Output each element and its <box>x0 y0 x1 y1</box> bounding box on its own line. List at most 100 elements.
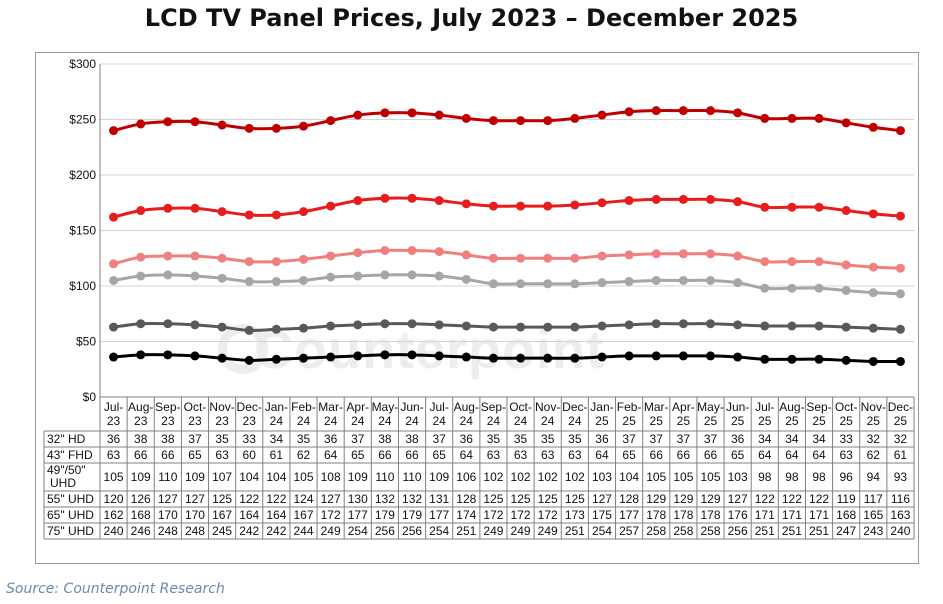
data-point <box>380 108 390 118</box>
data-point <box>299 207 308 217</box>
data-label: 62 <box>867 448 881 462</box>
data-point <box>814 283 824 293</box>
data-point <box>109 212 119 222</box>
data-label: 35 <box>487 432 501 446</box>
series-line <box>113 108 901 133</box>
data-label: 258 <box>700 524 720 538</box>
data-point <box>760 354 770 364</box>
data-label: 249 <box>321 524 341 538</box>
data-point <box>299 121 308 131</box>
source-caption: Source: Counterpoint Research <box>6 581 225 597</box>
x-tick-label-year: 23 <box>161 414 175 428</box>
data-point <box>895 211 905 221</box>
data-label: 127 <box>728 492 748 506</box>
x-tick-label-month: Nov- <box>861 400 886 414</box>
data-point <box>217 273 227 283</box>
data-label: 163 <box>890 508 910 522</box>
x-tick-label-year: 24 <box>270 414 284 428</box>
data-label: 63 <box>107 448 121 462</box>
data-point <box>868 122 878 132</box>
data-label: 165 <box>863 508 883 522</box>
data-point <box>190 251 200 261</box>
x-tick-label-month: Aug- <box>128 400 153 414</box>
data-label: 125 <box>511 492 531 506</box>
data-label: 256 <box>728 524 748 538</box>
y-tick-label: $150 <box>69 224 96 238</box>
data-label: 66 <box>677 448 691 462</box>
legend-entry: 43" FHD <box>47 448 93 462</box>
data-point <box>597 198 607 208</box>
data-label: 178 <box>673 508 693 522</box>
data-point <box>678 106 688 116</box>
data-label: 37 <box>704 432 718 446</box>
data-label: 177 <box>348 508 368 522</box>
data-point <box>217 207 227 217</box>
data-label: 102 <box>483 470 503 484</box>
data-label: 245 <box>212 524 232 538</box>
data-point <box>841 355 851 365</box>
data-point <box>760 202 770 212</box>
data-label: 249 <box>483 524 503 538</box>
data-label: 242 <box>239 524 259 538</box>
data-label: 65 <box>188 448 202 462</box>
x-tick-label-year: 25 <box>894 414 908 428</box>
data-label: 64 <box>324 448 338 462</box>
data-point <box>760 321 770 331</box>
data-label: 104 <box>239 470 259 484</box>
data-point <box>570 253 580 263</box>
data-point <box>163 203 173 213</box>
data-label: 35 <box>215 432 229 446</box>
legend-entry: 55" UHD <box>47 492 94 506</box>
data-point <box>516 253 526 263</box>
data-point <box>543 116 553 126</box>
x-tick-label-month: Jan- <box>590 400 613 414</box>
x-tick-label-year: 25 <box>812 414 826 428</box>
data-point <box>136 252 146 262</box>
x-tick-label-month: Sep- <box>155 400 180 414</box>
data-label: 132 <box>402 492 422 506</box>
data-label: 256 <box>402 524 422 538</box>
data-label: 61 <box>894 448 908 462</box>
data-label: 127 <box>321 492 341 506</box>
data-label: 179 <box>402 508 422 522</box>
x-tick-label-year: 24 <box>351 414 365 428</box>
data-point <box>733 352 743 362</box>
data-point <box>597 321 607 331</box>
data-point <box>706 194 715 204</box>
data-point <box>624 320 634 330</box>
data-point <box>380 319 390 329</box>
data-point <box>624 107 634 117</box>
x-tick-label-month: Jan- <box>265 400 288 414</box>
data-point <box>353 320 363 330</box>
data-label: 66 <box>134 448 148 462</box>
data-label: 107 <box>212 470 232 484</box>
data-point <box>217 120 227 130</box>
data-point <box>271 324 281 334</box>
data-point <box>461 113 471 123</box>
data-label: 129 <box>646 492 666 506</box>
data-label: 122 <box>755 492 775 506</box>
data-point <box>190 320 200 330</box>
x-tick-label-month: Jul- <box>755 400 774 414</box>
data-label: 105 <box>646 470 666 484</box>
data-point <box>651 106 661 116</box>
data-label: 38 <box>161 432 175 446</box>
data-point <box>651 275 661 285</box>
data-point <box>841 285 851 295</box>
data-label: 105 <box>700 470 720 484</box>
data-point <box>217 322 227 332</box>
data-label: 63 <box>514 448 528 462</box>
data-label: 126 <box>131 492 151 506</box>
data-point <box>326 116 336 126</box>
data-point <box>543 253 553 263</box>
data-point <box>380 245 390 255</box>
x-tick-label-month: Feb- <box>291 400 316 414</box>
data-point <box>461 250 471 260</box>
data-label: 258 <box>673 524 693 538</box>
x-tick-label-year: 24 <box>460 414 474 428</box>
x-tick-label-month: Aug- <box>454 400 479 414</box>
data-label: 177 <box>429 508 449 522</box>
data-point <box>733 320 743 330</box>
data-label: 65 <box>432 448 446 462</box>
data-point <box>326 321 336 331</box>
